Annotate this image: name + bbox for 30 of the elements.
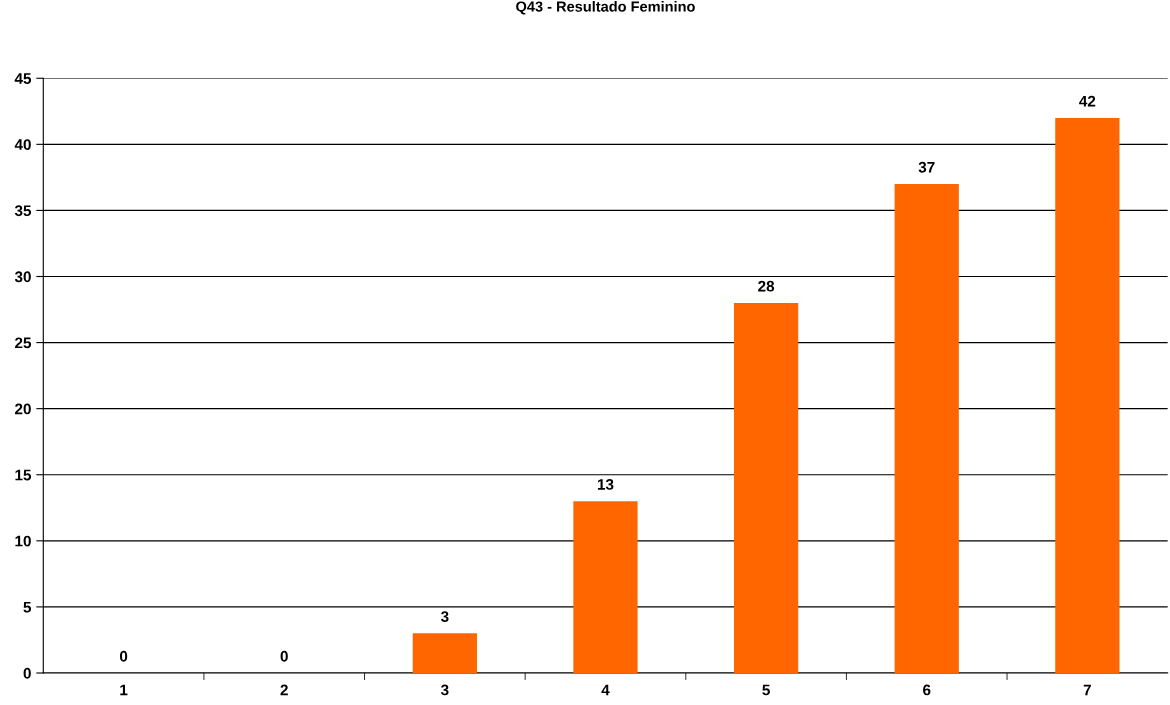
y-tick-label: 40	[14, 139, 31, 151]
data-label: 0	[280, 650, 288, 662]
data-label: 28	[758, 280, 775, 292]
x-tick-label: 4	[601, 684, 610, 696]
y-tick-label: 30	[14, 271, 31, 283]
data-label: 13	[597, 479, 614, 490]
x-tick-label: 7	[1083, 684, 1091, 696]
y-tick-label: 10	[15, 535, 31, 547]
y-tick-label: 0	[23, 667, 31, 679]
data-label: 0	[119, 650, 128, 662]
data-label: 3	[440, 611, 449, 623]
y-tick-label: 15	[15, 469, 32, 481]
x-tick-label: 6	[923, 684, 931, 696]
x-tick-label: 5	[762, 684, 770, 696]
x-tick-label: 3	[440, 684, 449, 696]
data-label: 37	[918, 161, 935, 173]
data-label: 42	[1079, 95, 1096, 107]
chart-title: Q43 - Resultado Feminino	[516, 1, 695, 15]
y-tick-label: 20	[15, 403, 31, 415]
y-tick-label: 35	[14, 205, 32, 217]
x-tick-label: 2	[280, 684, 288, 696]
bar	[1055, 117, 1120, 673]
bar	[733, 302, 799, 673]
bar	[894, 183, 959, 673]
y-tick-label: 25	[15, 337, 32, 349]
x-tick-label: 1	[120, 684, 128, 696]
y-tick-label: 45	[14, 73, 32, 84]
y-tick-label: 5	[23, 601, 32, 613]
bar	[573, 501, 638, 673]
bar	[412, 633, 477, 673]
